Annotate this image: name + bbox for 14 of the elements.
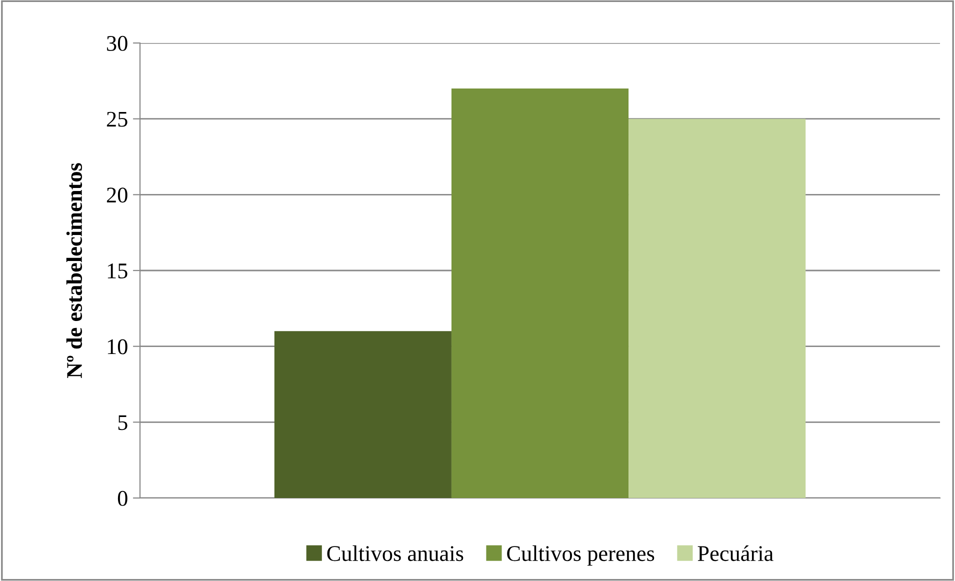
y-tick-label: 0	[118, 490, 128, 506]
bar	[628, 118, 806, 498]
y-tick-label: 5	[118, 415, 128, 430]
legend-label: Pecuária	[698, 545, 774, 562]
legend-label: Cultivos perenes	[507, 545, 654, 566]
y-tick-label: 20	[106, 188, 128, 203]
y-tick-label: 10	[108, 339, 128, 354]
y-axis-title: Nº de estabelecimentos	[66, 163, 82, 378]
bar	[451, 88, 629, 498]
y-tick-label: 30	[107, 36, 128, 51]
y-tick-label: 25	[106, 112, 128, 127]
legend-label: Cultivos anuais	[327, 545, 464, 562]
y-tick-label: 15	[108, 264, 128, 278]
bar	[274, 331, 452, 498]
